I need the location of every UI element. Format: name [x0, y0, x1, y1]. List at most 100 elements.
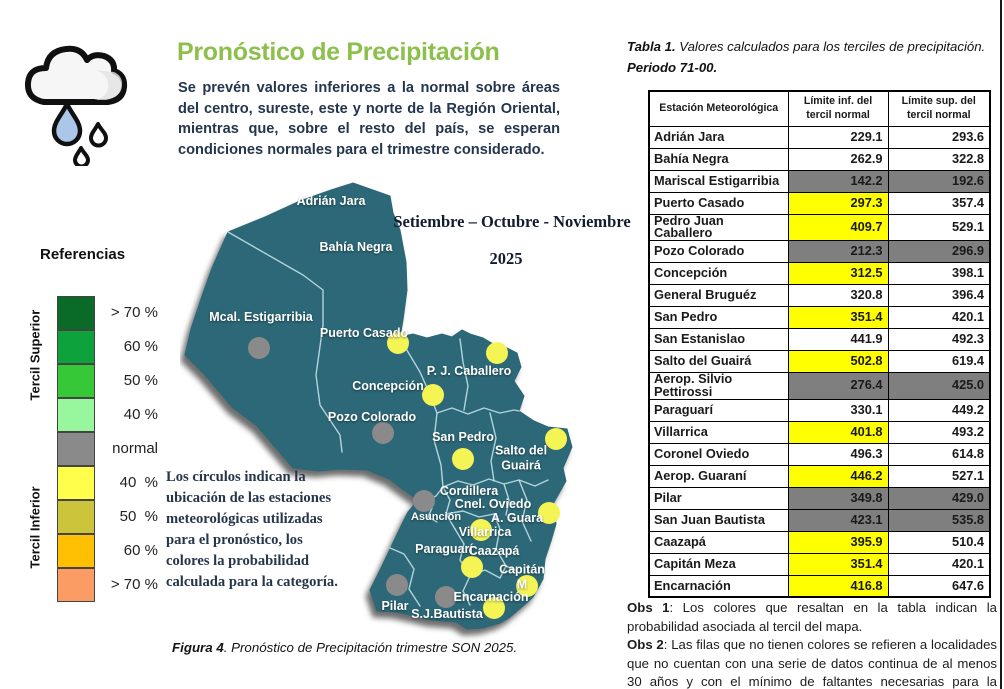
legend-swatch-normal — [57, 432, 95, 466]
obs-2: Obs 2: Las filas que no tienen colores s… — [627, 637, 997, 689]
legend-entry-label: > 70 % — [110, 304, 158, 321]
forecast-months: Setiembre – Octubre - Noviembre — [393, 212, 631, 231]
legend-entry-label: > 70 % — [110, 576, 158, 593]
table-row: Pilar 349.8 429.0 — [648, 486, 991, 510]
paraguay-map-shape — [184, 182, 573, 630]
table-row: Concepción 312.5 398.1 — [648, 262, 991, 286]
lower-limit-cell: 262.9 — [787, 147, 889, 171]
rain-cloud-icon — [18, 26, 130, 169]
upper-limit-cell: 296.9 — [887, 240, 991, 264]
table-row: Puerto Casado 297.3 357.4 — [648, 191, 991, 215]
table-caption-label: Tabla 1. — [627, 39, 676, 54]
station-name-cell: General Bruguéz — [648, 284, 789, 308]
upper-limit-cell: 396.4 — [887, 284, 991, 308]
obs-1: Obs 1: Los colores que resaltan en la ta… — [627, 600, 997, 634]
legend-swatch-superior — [57, 296, 95, 330]
station-label: Paraguarí — [415, 541, 473, 556]
station-dot-yellow — [387, 332, 409, 354]
lower-limit-cell: 351.4 — [787, 552, 889, 576]
upper-limit-cell: 357.4 — [887, 191, 991, 215]
station-name-cell: San Pedro — [648, 306, 789, 330]
lower-limit-cell: 496.3 — [787, 442, 889, 466]
legend-upper-tercile-label: Tercil Superior — [27, 309, 43, 401]
station-dot-yellow — [483, 597, 505, 619]
station-dot-gray — [248, 337, 270, 359]
table-row: Aerop. Guaraní 446.2 527.1 — [648, 464, 991, 488]
table-caption-text: Valores calculados para los terciles de … — [675, 39, 986, 54]
page-title: Pronóstico de Precipitación — [177, 38, 500, 66]
upper-limit-cell: 420.1 — [887, 306, 991, 330]
station-label: S.J.Bautista — [411, 606, 483, 621]
station-label: Puerto Casado — [319, 325, 409, 340]
station-label: San Pedro — [432, 429, 494, 444]
table-row: Caazapá 395.9 510.4 — [648, 530, 991, 554]
legend-lower-tercile-label: Tercil Inferior — [27, 486, 43, 569]
terciles-table: Estación Meteorológica Límite inf. del t… — [648, 90, 991, 599]
station-dot-gray — [386, 574, 408, 596]
station-label: P. J. Caballero — [426, 363, 512, 378]
station-dot-gray — [413, 490, 435, 512]
upper-limit-cell: 425.0 — [887, 372, 991, 400]
lower-limit-cell: 330.1 — [787, 398, 889, 422]
table-row: Salto del Guairá 502.8 619.4 — [648, 350, 991, 374]
station-label: Salto del Guairá — [494, 443, 548, 473]
legend-entry-label: 40 % — [123, 406, 158, 423]
col-header-sup: Límite sup. del tercil normal — [887, 90, 991, 127]
legend-color-scale — [57, 296, 95, 602]
table-row: General Bruguéz 320.8 396.4 — [648, 284, 991, 308]
lower-limit-cell: 351.4 — [787, 306, 889, 330]
station-dot-yellow — [545, 428, 567, 450]
col-header-station: Estación Meteorológica — [648, 90, 789, 127]
station-dot-gray — [372, 422, 394, 444]
lower-limit-cell: 142.2 — [787, 169, 889, 193]
paraguay-forecast-map: Adrián Jara Bahía Negra Mcal. Estigarribia… — [180, 178, 628, 648]
station-name-cell: Aerop. Guaraní — [648, 464, 789, 488]
lower-limit-cell: 349.8 — [787, 486, 889, 510]
table-row: Adrián Jara 229.1 293.6 — [648, 125, 991, 149]
observation-notes: Obs 1: Los colores que resaltan en la ta… — [627, 599, 997, 689]
station-name-cell: Salto del Guairá — [648, 350, 789, 374]
station-name-cell: Capitán Meza — [648, 552, 789, 576]
station-name-cell: San Estanislao — [648, 328, 789, 352]
station-name-cell: Concepción — [648, 262, 789, 286]
station-dot-yellow — [516, 575, 538, 597]
figure-caption-label: Figura 4 — [172, 640, 224, 655]
legend-entry-label: 40 % — [119, 474, 158, 491]
table-period: Periodo 71-00. — [627, 60, 718, 75]
upper-limit-cell: 192.6 — [887, 169, 991, 193]
station-name-cell: Pedro Juan Caballero — [648, 213, 789, 242]
lower-limit-cell: 320.8 — [787, 284, 889, 308]
station-dot-yellow — [538, 502, 560, 524]
figure-caption: Figura 4. Pronóstico de Precipitación tr… — [172, 640, 517, 655]
station-label: Pozo Colorado — [327, 409, 417, 424]
table-row: Capitán Meza 351.4 420.1 — [648, 552, 991, 576]
table-row: San Estanislao 441.9 492.3 — [648, 328, 991, 352]
lower-limit-cell: 312.5 — [787, 262, 889, 286]
legend-swatch-superior — [57, 364, 95, 398]
lower-limit-cell: 409.7 — [787, 213, 889, 242]
station-name-cell: Adrián Jara — [648, 125, 789, 149]
upper-limit-cell: 493.2 — [887, 420, 991, 444]
station-name-cell: Villarrica — [648, 420, 789, 444]
legend-entry-label: normal — [112, 440, 158, 457]
station-name-cell: Coronel Oviedo — [648, 442, 789, 466]
page-border-line — [1000, 0, 1002, 689]
station-dot-yellow — [452, 448, 474, 470]
station-name-cell: Caazapá — [648, 530, 789, 554]
station-label: Pilar — [381, 598, 409, 613]
legend-swatch-inferior — [57, 568, 95, 602]
station-name-cell: Aerop. Silvio Pettirossi — [648, 372, 789, 400]
legend-swatch-superior — [57, 398, 95, 432]
upper-limit-cell: 293.6 — [887, 125, 991, 149]
station-label: Villarrica — [458, 524, 512, 539]
upper-limit-cell: 510.4 — [887, 530, 991, 554]
legend-swatch-inferior — [57, 500, 95, 534]
lower-limit-cell: 395.9 — [787, 530, 889, 554]
lower-limit-cell: 212.3 — [787, 240, 889, 264]
figure-caption-text: . Pronóstico de Precipitación trimestre … — [223, 640, 518, 655]
station-name-cell: Pilar — [648, 486, 789, 510]
forecast-year: 2025 — [489, 249, 523, 268]
lower-limit-cell: 441.9 — [787, 328, 889, 352]
table-caption: Tabla 1. Valores calculados para los ter… — [627, 39, 999, 54]
